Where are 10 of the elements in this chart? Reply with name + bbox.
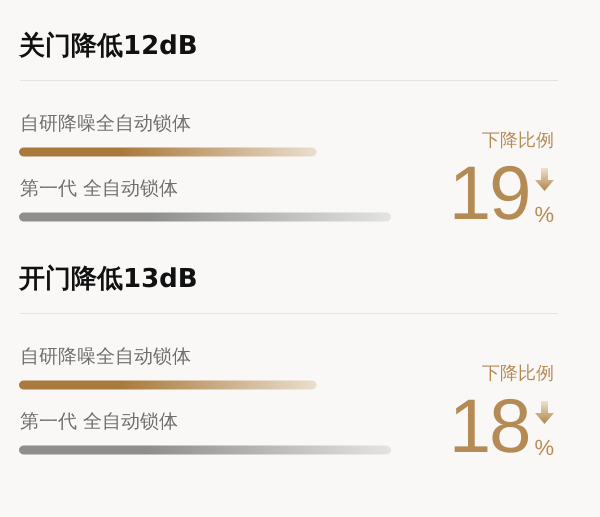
text: 下降比例: [482, 130, 554, 151]
text: 下降比例: [482, 363, 554, 384]
y-tick-label: 第一代 全自动锁体: [20, 410, 178, 432]
text: 19%: [448, 151, 554, 236]
y-tick-label: 第一代 全自动锁体: [20, 178, 178, 200]
y-tick-label: 自研降噪全自动锁体: [20, 112, 191, 134]
y-tick-label: 自研降噪全自动锁体: [20, 346, 191, 368]
text: 18%: [448, 384, 554, 469]
chart-title: 关门降低12dB: [18, 31, 198, 61]
chart-title: 开门降低13dB: [18, 264, 198, 294]
